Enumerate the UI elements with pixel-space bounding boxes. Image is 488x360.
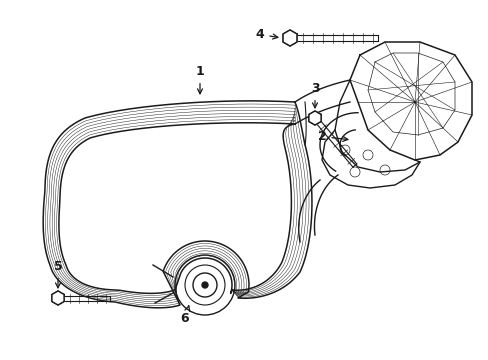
- Polygon shape: [52, 291, 64, 305]
- Text: 1: 1: [195, 65, 204, 94]
- Polygon shape: [283, 30, 296, 46]
- Text: 4: 4: [255, 28, 277, 41]
- Text: 2: 2: [317, 130, 347, 143]
- Text: 3: 3: [310, 82, 319, 108]
- Polygon shape: [308, 111, 321, 125]
- Text: 6: 6: [181, 306, 189, 325]
- Circle shape: [202, 282, 207, 288]
- Text: 5: 5: [54, 260, 62, 288]
